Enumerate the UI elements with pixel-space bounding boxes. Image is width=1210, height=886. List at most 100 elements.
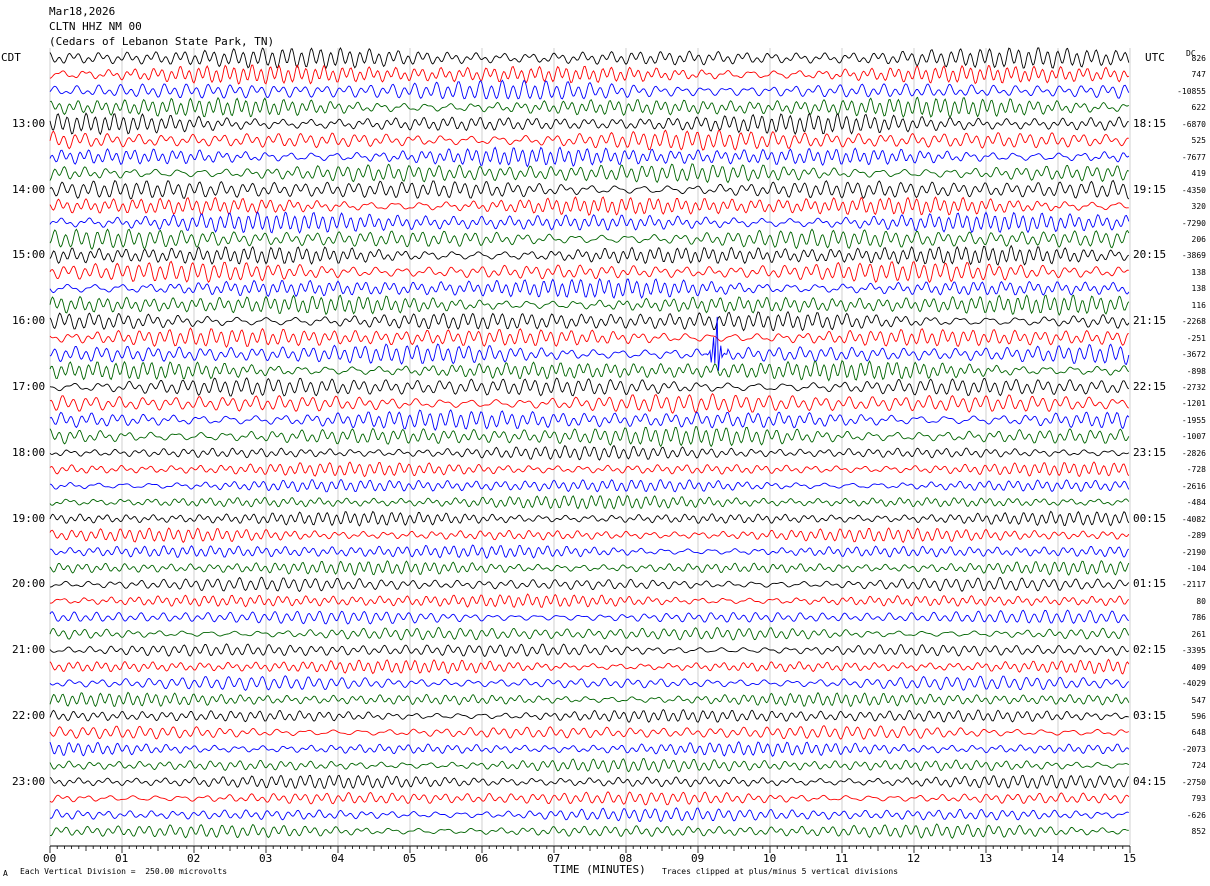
dc-offset-label: 138 (1191, 267, 1206, 277)
trace-37 (49, 658, 1130, 675)
trace-29 (49, 527, 1130, 544)
x-tick-label-11: 11 (835, 852, 849, 865)
trace-44 (49, 774, 1130, 789)
trace-9 (49, 196, 1129, 216)
left-hour-label: 13:00 (12, 116, 46, 130)
right-hour-label: 23:15 (1133, 445, 1167, 459)
trace-23 (49, 426, 1130, 448)
dc-offset-label: 622 (1191, 103, 1206, 113)
trace-22 (49, 409, 1130, 431)
left-hour-label: 14:00 (12, 182, 46, 196)
minute-grid (49, 48, 1131, 845)
dc-offset-label: 826 (1191, 54, 1206, 63)
right-hour-label: 02:15 (1133, 643, 1167, 657)
x-axis (49, 845, 1131, 853)
trace-15 (49, 294, 1130, 316)
trace-28 (49, 510, 1130, 527)
trace-13 (49, 260, 1129, 284)
trace-46 (49, 807, 1129, 823)
x-tick-label-05: 05 (403, 852, 417, 865)
trace-42 (49, 741, 1130, 757)
right-axis-label: UTC (1145, 51, 1165, 64)
header-date: Mar18,2026 (49, 5, 116, 18)
trace-1 (49, 64, 1130, 85)
trace-6 (49, 146, 1130, 168)
trace-36 (49, 643, 1130, 658)
x-tick-label-01: 01 (115, 852, 129, 865)
dc-offset-label: 320 (1191, 202, 1206, 212)
dc-offset-label: -4082 (1181, 514, 1206, 524)
dc-offset-label: -3395 (1181, 646, 1206, 656)
corner-mark: A (3, 869, 8, 878)
dc-offset-label: -728 (1186, 465, 1206, 475)
left-hour-label: 16:00 (12, 314, 46, 328)
dc-offset-label: -6870 (1181, 119, 1206, 129)
trace-26 (49, 479, 1130, 493)
trace-45 (49, 791, 1130, 806)
dc-offset-label: 525 (1191, 136, 1206, 146)
dc-offset-label: 261 (1191, 629, 1206, 639)
left-hour-label: 17:00 (12, 380, 46, 393)
trace-14 (49, 277, 1130, 299)
right-hour-label: 22:15 (1133, 380, 1167, 393)
x-tick-label-06: 06 (475, 852, 489, 865)
dc-offset-label: 852 (1191, 827, 1206, 837)
dc-offset-label: -3672 (1181, 350, 1206, 360)
dc-offset-label: -1201 (1181, 399, 1206, 409)
right-hour-label: 20:15 (1133, 248, 1167, 262)
header-location: (Cedars of Lebanon State Park, TN) (49, 35, 275, 48)
right-hour-label: 00:15 (1133, 511, 1167, 525)
right-hour-label: 18:15 (1133, 116, 1167, 130)
trace-24 (49, 444, 1130, 461)
x-tick-label-04: 04 (331, 852, 345, 865)
trace-16 (49, 310, 1130, 332)
dc-offset-label: -898 (1186, 366, 1206, 376)
trace-20 (49, 377, 1130, 397)
trace-39 (49, 691, 1130, 708)
trace-35 (49, 626, 1130, 641)
trace-17 (49, 327, 1129, 349)
trace-47 (49, 823, 1129, 839)
dc-offset-label: -104 (1186, 563, 1206, 573)
trace-5 (49, 129, 1129, 151)
x-tick-label-12: 12 (907, 852, 921, 865)
trace-7 (49, 163, 1130, 184)
trace-19 (49, 359, 1130, 382)
x-tick-label-07: 07 (547, 852, 561, 865)
scale-note: Each Vertical Division = 250.00 microvol… (20, 867, 228, 876)
trace-0 (49, 46, 1130, 70)
trace-27 (49, 494, 1130, 510)
right-hour-label: 19:15 (1133, 182, 1167, 196)
clip-note: Traces clipped at plus/minus 5 vertical … (662, 867, 899, 876)
trace-10 (49, 210, 1130, 234)
left-hour-label: 18:00 (12, 445, 46, 459)
right-hour-label: 01:15 (1133, 577, 1167, 591)
dc-offset-label: -626 (1186, 810, 1206, 820)
trace-38 (49, 675, 1130, 692)
dc-offset-label: -7290 (1181, 218, 1206, 228)
trace-32 (49, 576, 1130, 593)
trace-33 (49, 593, 1130, 608)
left-hour-label: 15:00 (12, 248, 46, 262)
trace-18 (49, 316, 1130, 372)
trace-40 (49, 708, 1129, 723)
dc-offset-label: 724 (1191, 761, 1206, 771)
x-tick-label-03: 03 (259, 852, 273, 865)
left-hour-label: 20:00 (12, 577, 46, 591)
dc-offset-label: -484 (1186, 498, 1206, 508)
dc-offset-label: -4350 (1181, 185, 1206, 195)
x-tick-label-15: 15 (1123, 852, 1137, 865)
dc-offset-label: -251 (1186, 333, 1206, 343)
dc-offset-label: -2750 (1181, 777, 1206, 787)
x-tick-label-02: 02 (187, 852, 201, 865)
trace-43 (49, 757, 1130, 773)
right-hour-label: 03:15 (1133, 709, 1167, 722)
dc-offset-label: -2268 (1181, 317, 1206, 327)
dc-offset-label: -2073 (1181, 744, 1206, 754)
x-tick-label-00: 00 (43, 852, 57, 865)
dc-offset-label: 596 (1191, 712, 1206, 721)
trace-31 (49, 559, 1130, 576)
x-tick-label-13: 13 (979, 852, 993, 865)
dc-offset-label: 138 (1191, 284, 1206, 294)
